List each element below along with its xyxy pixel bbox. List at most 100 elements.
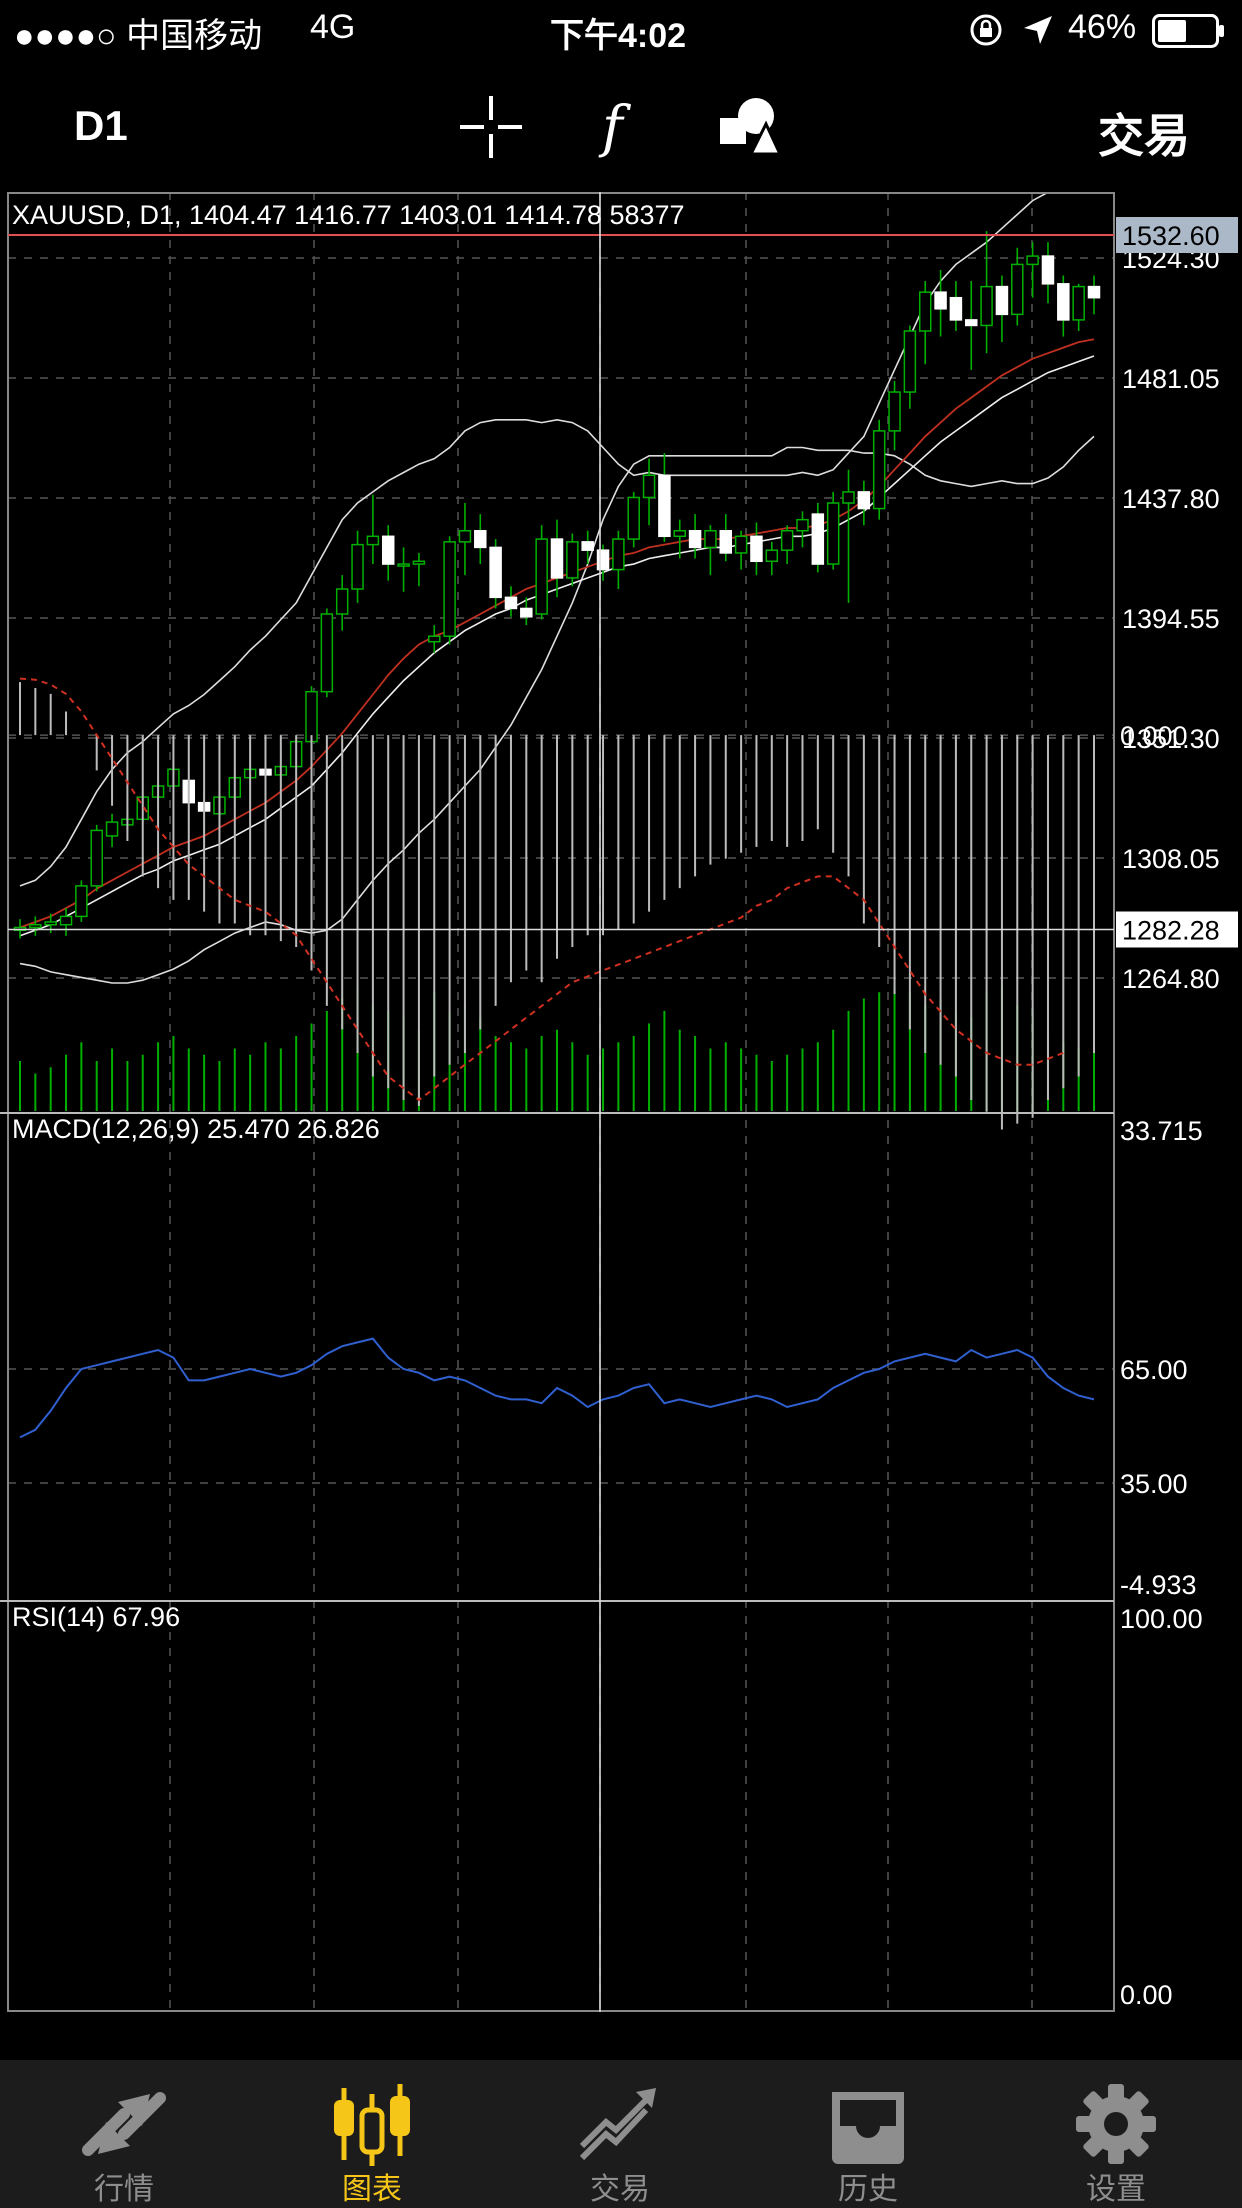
price-axis-label: 1481.05 [1122,364,1220,394]
network-label: 4G [310,8,356,46]
candle-body [581,541,594,551]
symbol-info: XAUUSD, D1, 1404.47 1416.77 1403.01 1414… [12,200,685,230]
candle-body [59,915,73,926]
candle-body [918,291,932,332]
candle-body [903,330,917,393]
battery-percent: 46% [1068,8,1137,46]
bid-price-label: 1532.60 [1122,221,1220,251]
candle-body [458,530,472,543]
tab-settings-label: 设置 [1086,2173,1146,2206]
rsi-axis-label: 100.00 [1120,1604,1203,1634]
candle-body [351,543,364,590]
candle-body [474,530,487,549]
candle-body [443,541,456,637]
period-button[interactable]: D1 [74,102,128,149]
candle-body [872,430,886,510]
candle-body [658,474,671,538]
tab-quotes[interactable]: 行情 [0,2060,248,2208]
candle-body [612,538,625,571]
svg-text:f: f [598,96,632,158]
status-bar: ●●●●○ 中国移动 4G 下午4:02 46% [0,0,1242,62]
chart-border [7,192,1115,2012]
axis-labels: 1524.301481.051437.801394.551351.301308.… [1116,217,1238,2010]
tab-settings[interactable]: 设置 [992,2060,1240,2208]
chart-icon [334,2084,410,2166]
history-icon [832,2092,904,2164]
candle-body [980,285,993,327]
crosshair-icon[interactable] [460,96,522,158]
candle-body [1087,285,1101,299]
price-axis-label: 1308.05 [1122,844,1220,874]
rotation-lock-icon [970,14,1002,46]
price-axis-label: 1264.80 [1122,964,1220,994]
battery-icon [1152,14,1224,48]
price-axis-label: 1394.55 [1122,604,1220,634]
candle-body [412,560,426,565]
candle-body [489,546,502,599]
objects-icon[interactable] [718,96,780,158]
candle-body [305,690,318,743]
rsi-line-path [19,1337,1095,1439]
candle-body [1011,263,1024,316]
rsi-line [19,1337,1095,1439]
tab-trade[interactable]: 交易 [496,2060,744,2208]
candle-body [381,535,395,565]
chart-toolbar: D1 f 交易 [0,62,1242,192]
candle-body [1041,255,1055,285]
candle-body [811,513,825,565]
macd-axis-label: 33.715 [1120,1116,1203,1146]
candle-body [520,607,533,618]
crosshair-price-label: 1282.28 [1122,916,1220,946]
candle-body [934,291,947,310]
tab-history-label: 历史 [838,2173,898,2206]
rsi-label: RSI(14) 67.96 [12,1602,180,1632]
candle-body [704,530,717,549]
candle-body [719,530,733,554]
candle-body [366,535,380,546]
trade-button[interactable]: 交易 [1098,110,1190,162]
macd-histogram [19,677,1095,1130]
candle-body [796,518,809,532]
price-axis-label: 1437.80 [1122,484,1220,514]
candle-body [75,885,88,918]
candle-body [627,496,640,540]
candle-body [826,502,840,565]
volume-bars [19,986,1095,1111]
clock: 下午4:02 [550,17,687,55]
candle-body [90,829,103,887]
tab-trade-label: 交易 [590,2173,650,2206]
tab-chart[interactable]: 图表 [248,2060,496,2208]
macd-axis-label: 0.000 [1120,721,1188,751]
settings-icon [1076,2084,1156,2164]
candle-body [888,391,901,432]
rsi-axis-label: 35.00 [1120,1469,1188,1499]
candle-body [504,596,518,610]
tab-history[interactable]: 历史 [744,2060,992,2208]
candle-body [105,821,119,837]
candle-body [1057,283,1070,321]
function-icon[interactable]: f [590,96,652,158]
candle-body [995,285,1009,316]
candle-body [734,535,748,554]
candle-body [780,530,794,551]
candle-body [428,635,441,643]
rsi-axis-label: 0.00 [1120,1980,1173,2010]
quotes-icon [82,2092,166,2156]
candle-body [857,491,871,510]
candle-body [335,588,349,615]
candle-body [1072,285,1085,321]
candle-body [642,474,656,499]
trade-icon [579,2088,656,2161]
chart-area[interactable]: 1524.301481.051437.801394.551351.301308.… [0,192,1242,2012]
candle-body [566,541,579,579]
candle-body [550,538,564,579]
candle-body [29,923,42,929]
macd-label: MACD(12,26,9) 25.470 26.826 [12,1114,380,1144]
crosshair-price-box [1116,911,1238,948]
candle-body [397,563,410,567]
tab-bar: 行情 图表 交易 历史 [0,2060,1242,2208]
bollinger-lower-line [19,435,1095,984]
candle-body [535,538,548,615]
tab-chart-label: 图表 [342,2173,402,2206]
location-icon [1024,16,1052,44]
